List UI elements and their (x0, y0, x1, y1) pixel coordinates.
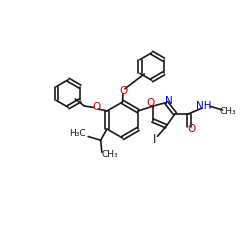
Text: O: O (119, 86, 127, 96)
Text: H₃C: H₃C (69, 130, 86, 138)
Text: I: I (152, 133, 156, 146)
Text: CH₃: CH₃ (219, 107, 236, 116)
Text: NH: NH (196, 101, 212, 111)
Text: O: O (188, 124, 196, 134)
Text: O: O (92, 102, 100, 112)
Text: N: N (166, 96, 173, 106)
Text: O: O (146, 98, 154, 108)
Text: CH₃: CH₃ (101, 150, 118, 159)
